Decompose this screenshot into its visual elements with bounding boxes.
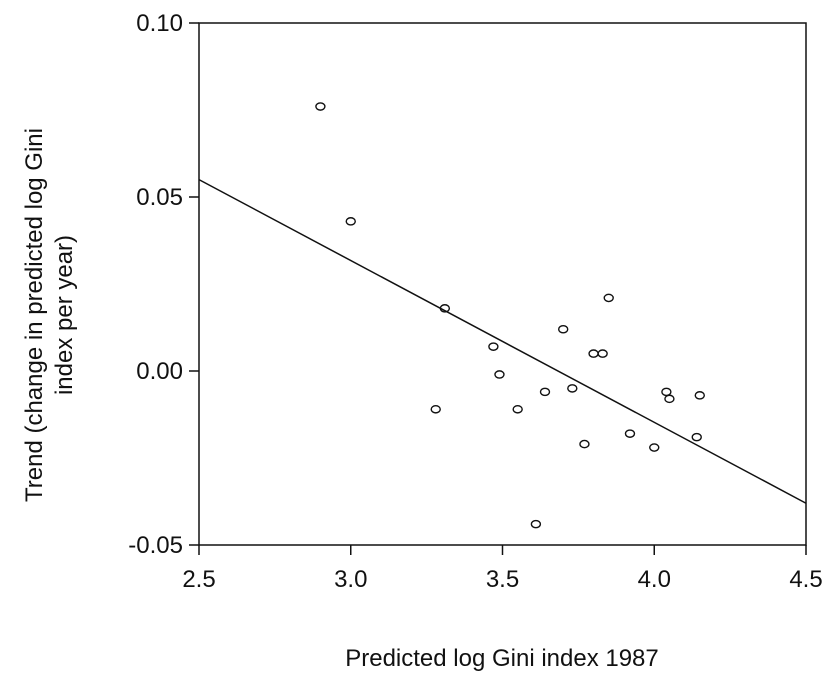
data-point	[649, 443, 660, 452]
y-axis-title-line-1: Trend (change in predicted log Gini	[21, 128, 48, 502]
y-tick-label: 0.10	[136, 10, 183, 37]
data-point	[691, 432, 702, 442]
data-point	[430, 404, 441, 414]
data-point	[558, 324, 569, 334]
data-point	[694, 391, 705, 400]
data-point	[588, 349, 599, 358]
plot-frame	[198, 22, 807, 546]
y-tick-label: 0.05	[136, 184, 183, 211]
x-tick-label: 2.5	[182, 566, 215, 593]
x-axis: 2.5 3.0 3.5 4.0 4.5	[182, 545, 823, 593]
y-tick-label: 0.00	[136, 358, 183, 385]
data-point	[439, 304, 451, 313]
data-points	[315, 102, 705, 529]
data-point	[512, 404, 523, 414]
data-point	[661, 387, 672, 397]
data-point	[488, 342, 499, 351]
data-point	[530, 519, 542, 529]
data-point	[567, 384, 578, 393]
x-tick-label: 3.5	[486, 566, 519, 593]
data-point	[315, 102, 326, 111]
data-point	[539, 387, 551, 397]
data-point	[664, 394, 675, 404]
data-point	[494, 370, 505, 379]
x-tick-label: 4.5	[789, 566, 822, 593]
data-point	[624, 429, 636, 438]
data-point	[597, 349, 608, 358]
x-axis-title: Predicted log Gini index 1987	[345, 645, 659, 672]
data-point	[603, 293, 614, 303]
data-point	[579, 439, 590, 449]
trend-line	[198, 178, 807, 504]
data-point	[345, 217, 356, 226]
y-axis: 0.10 0.05 0.00 -0.05	[128, 10, 199, 559]
y-tick-label: -0.05	[128, 532, 183, 559]
y-axis-title-line-2: index per year)	[51, 235, 78, 395]
x-tick-label: 4.0	[638, 566, 671, 593]
x-tick-label: 3.0	[334, 566, 367, 593]
